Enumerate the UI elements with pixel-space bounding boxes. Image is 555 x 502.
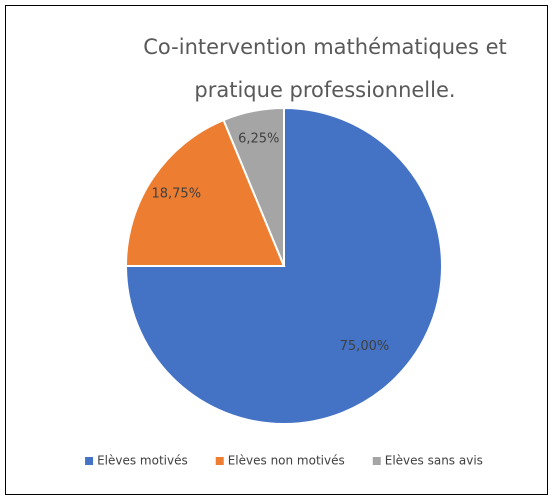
pie-slice xyxy=(124,118,286,267)
data-label: 18,75% xyxy=(151,187,201,202)
legend-label: Elèves sans avis xyxy=(385,454,483,468)
legend-label: Elèves non motivés xyxy=(228,454,345,468)
data-label: 75,00% xyxy=(340,339,390,354)
data-label: 6,25% xyxy=(238,131,279,146)
legend-swatch xyxy=(85,457,94,465)
chart-title: Co-intervention mathématiques et pratiqu… xyxy=(143,35,507,102)
legend-label: Elèves motivés xyxy=(97,454,188,468)
pie-slice xyxy=(222,106,285,267)
legend-swatch xyxy=(215,457,224,465)
chart-frame xyxy=(5,5,548,495)
legend-swatch xyxy=(372,457,381,465)
